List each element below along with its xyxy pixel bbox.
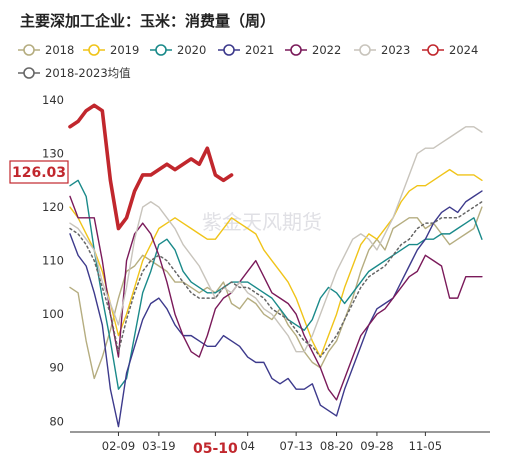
callout-box xyxy=(9,160,69,184)
series-line-2023 xyxy=(69,126,483,353)
series-line-2019 xyxy=(69,168,483,358)
legend-swatch-marker xyxy=(88,44,100,56)
x-tick-label: 09-28 xyxy=(360,439,393,453)
watermark: 紫金天风期货 xyxy=(202,210,322,234)
y-tick-label: 80 xyxy=(49,414,64,428)
legend-swatch-marker xyxy=(23,44,35,56)
y-tick-label: 140 xyxy=(42,93,64,107)
series-lines xyxy=(68,103,483,428)
legend-label: 2022 xyxy=(312,43,341,57)
series-line-2024 xyxy=(68,103,234,231)
series-line-2021 xyxy=(69,190,483,428)
legend-swatch-marker xyxy=(427,44,439,56)
legend-label: 2019 xyxy=(110,43,139,57)
x-tick-label: 04 xyxy=(240,439,255,453)
legend-swatch-marker xyxy=(23,67,35,79)
legend: 2018 2019 2020 2021 2022 2023 2024 2018-2023均值 xyxy=(18,43,478,80)
series-line-2018-2023 xyxy=(69,200,483,358)
x-tick-label: 08-20 xyxy=(320,439,353,453)
y-tick-label: 110 xyxy=(42,254,64,268)
legend-label: 2024 xyxy=(449,43,478,57)
series-line-2022 xyxy=(69,195,483,401)
legend-label: 2018 xyxy=(45,43,74,57)
callout: 126.03 xyxy=(9,160,69,184)
x-tick-label: 07-13 xyxy=(279,439,312,453)
x-tick-label: 02-09 xyxy=(102,439,135,453)
x-axis: 02-09 03-19 05-10 04 07-13 08-20 09-28 11-05 xyxy=(102,432,442,457)
legend-label: 2018-2023均值 xyxy=(45,66,131,80)
legend-label: 2023 xyxy=(381,43,410,57)
callout-value: 126.03 xyxy=(12,165,66,181)
legend-label: 2020 xyxy=(177,43,206,57)
legend-swatch-marker xyxy=(155,44,167,56)
x-tick-label: 03-19 xyxy=(142,439,175,453)
series-line-2018 xyxy=(69,206,483,380)
y-tick-label: 130 xyxy=(42,147,64,161)
y-tick-label: 100 xyxy=(42,307,64,321)
y-tick-label: 120 xyxy=(42,200,64,214)
legend-swatch-marker xyxy=(223,44,235,56)
legend-swatch-marker xyxy=(290,44,302,56)
y-tick-label: 90 xyxy=(49,361,64,375)
plot-area: 80 90 100 110 120 130 140 02-09 03-19 05-10 04 07-… xyxy=(42,93,490,457)
y-axis: 80 90 100 110 120 130 140 xyxy=(42,93,64,428)
series-line-2020 xyxy=(69,179,483,390)
x-tick-label: 11-05 xyxy=(409,439,442,453)
legend-swatch-marker xyxy=(359,44,371,56)
legend-label: 2021 xyxy=(245,43,274,57)
x-tick-label-highlight: 05-10 xyxy=(193,441,238,457)
chart-title: 主要深加工企业：玉米：消费量（周） xyxy=(20,12,275,30)
